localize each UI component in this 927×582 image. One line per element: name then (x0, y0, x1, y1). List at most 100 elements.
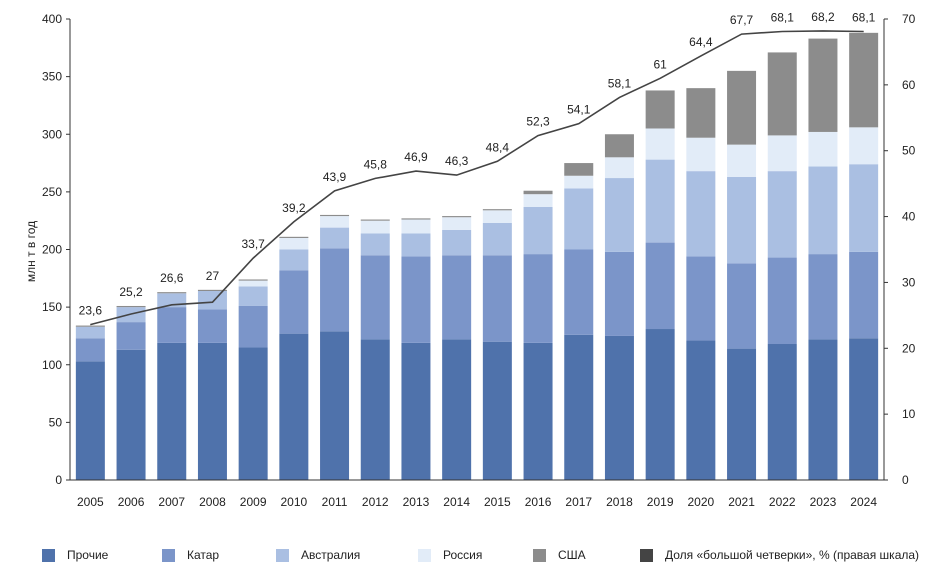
bar-segment-2 (604, 251, 634, 336)
bar-segment-1 (116, 349, 146, 480)
share-data-label: 43,9 (323, 170, 347, 184)
bar-segment-4 (238, 280, 268, 287)
bar-segment-2 (808, 254, 838, 340)
bar-segment-1 (442, 339, 472, 480)
bar-segment-2 (564, 249, 594, 335)
x-tick-label: 2022 (769, 495, 796, 509)
bar-segment-5 (320, 214, 350, 217)
bar-segment-5 (197, 289, 227, 291)
bar-segment-5 (523, 190, 553, 195)
bar-segment-5 (767, 52, 797, 136)
legend-item: Россия (418, 548, 482, 562)
legend-item: Прочие (42, 548, 108, 562)
bar-segment-5 (75, 325, 105, 327)
bar-segment-4 (808, 131, 838, 167)
share-data-label: 25,2 (119, 285, 143, 299)
bar-segment-2 (279, 270, 309, 334)
legend-swatch (418, 548, 431, 562)
line-layer (90, 30, 864, 326)
share-data-label: 23,6 (79, 304, 103, 318)
bar-segment-3 (604, 178, 634, 252)
x-tick-label: 2019 (647, 495, 674, 509)
bar-segment-5 (808, 38, 838, 132)
bar-segment-2 (75, 338, 105, 362)
share-data-label: 39,2 (282, 201, 306, 215)
bar-segment-3 (75, 326, 105, 339)
bar-segment-2 (442, 255, 472, 340)
x-tick-label: 2007 (158, 495, 185, 509)
share-data-label: 68,1 (771, 11, 795, 25)
y-tick-label: 250 (42, 185, 62, 199)
legend-swatch (276, 548, 289, 562)
bar-segment-2 (849, 251, 879, 339)
bar-segment-1 (320, 331, 350, 480)
legend-label: Россия (443, 548, 483, 562)
bar-segment-2 (523, 254, 553, 343)
x-tick-label: 2006 (118, 495, 145, 509)
x-tick-label: 2017 (565, 495, 592, 509)
bar-segment-4 (360, 220, 390, 234)
bar-segment-3 (523, 206, 553, 255)
x-tick-label: 2021 (728, 495, 755, 509)
bar-segment-2 (686, 256, 716, 341)
bar-segment-1 (767, 344, 797, 480)
share-data-label: 48,4 (486, 140, 510, 154)
legend-swatch (42, 548, 55, 562)
bar-segment-4 (564, 175, 594, 189)
bar-segment-5 (116, 305, 146, 308)
bar-segment-4 (604, 157, 634, 179)
share-data-label: 67,7 (730, 13, 754, 27)
bar-segment-3 (320, 227, 350, 249)
bar-segment-2 (157, 307, 187, 343)
y-tick-label: 200 (42, 243, 62, 257)
bar-segment-1 (645, 329, 675, 480)
legend-swatch (533, 548, 546, 562)
bar-segment-2 (767, 257, 797, 345)
bar-segment-2 (116, 322, 146, 350)
y2-tick-label: 0 (902, 473, 909, 487)
share-data-label: 27 (206, 269, 220, 283)
x-tick-label: 2011 (322, 495, 348, 509)
axes-layer: 0 50 100 150 200 250 300 350 400 0 10 20 30 40 50 60 70 2… (24, 12, 916, 509)
labels-layer: 23,6 25,2 26,6 27 33,7 39,2 43,9 45,8 46,9 46,3 48… (79, 10, 876, 318)
bar-segment-4 (767, 135, 797, 172)
share-data-label: 26,6 (160, 271, 184, 285)
bar-segment-1 (401, 342, 431, 480)
x-tick-label: 2005 (77, 495, 104, 509)
bar-segment-1 (360, 339, 390, 480)
share-data-label: 46,9 (404, 150, 428, 164)
bars-layer (75, 32, 879, 480)
bar-segment-1 (727, 348, 757, 480)
bar-segment-4 (523, 194, 553, 207)
y-axis-title: млн т в год (24, 221, 38, 282)
y-tick-label: 100 (42, 358, 62, 372)
bar-segment-4 (401, 219, 431, 234)
legend: Прочие Катар Австралия Россия США Доля «больш… (0, 548, 927, 574)
bar-segment-5 (482, 209, 512, 211)
legend-label: Прочие (67, 548, 109, 562)
x-tick-label: 2016 (525, 495, 552, 509)
y2-tick-label: 40 (902, 210, 916, 224)
share-data-label: 58,1 (608, 76, 632, 90)
x-tick-label: 2013 (403, 495, 430, 509)
y2-tick-label: 30 (902, 275, 916, 289)
y2-tick-label: 50 (902, 144, 916, 158)
x-tick-label: 2020 (687, 495, 714, 509)
bar-segment-3 (727, 176, 757, 264)
bar-segment-1 (238, 347, 268, 480)
legend-label: Катар (187, 548, 220, 562)
bar-segment-4 (645, 128, 675, 160)
bar-segment-2 (727, 263, 757, 349)
bar-segment-2 (320, 248, 350, 332)
bar-segment-3 (808, 166, 838, 255)
bar-segment-1 (197, 342, 227, 480)
share-line (90, 30, 864, 326)
bar-segment-3 (686, 171, 716, 257)
bar-segment-5 (360, 219, 390, 221)
bar-segment-1 (157, 342, 187, 480)
legend-swatch (640, 548, 653, 562)
bar-segment-5 (442, 216, 472, 218)
share-data-label: 52,3 (526, 115, 550, 129)
bar-segment-2 (482, 255, 512, 342)
